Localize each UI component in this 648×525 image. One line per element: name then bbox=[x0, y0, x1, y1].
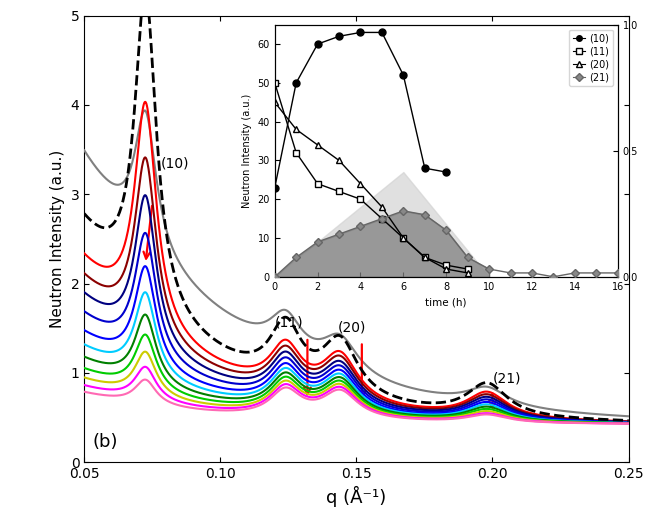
Text: (11): (11) bbox=[275, 316, 303, 330]
Text: (b): (b) bbox=[93, 433, 118, 452]
Y-axis label: Neutron Intensity (a.u.): Neutron Intensity (a.u.) bbox=[50, 150, 65, 328]
X-axis label: q (Å⁻¹): q (Å⁻¹) bbox=[327, 487, 386, 508]
Text: (20): (20) bbox=[338, 320, 365, 334]
Text: (21): (21) bbox=[492, 372, 521, 386]
Text: (10): (10) bbox=[161, 156, 189, 170]
